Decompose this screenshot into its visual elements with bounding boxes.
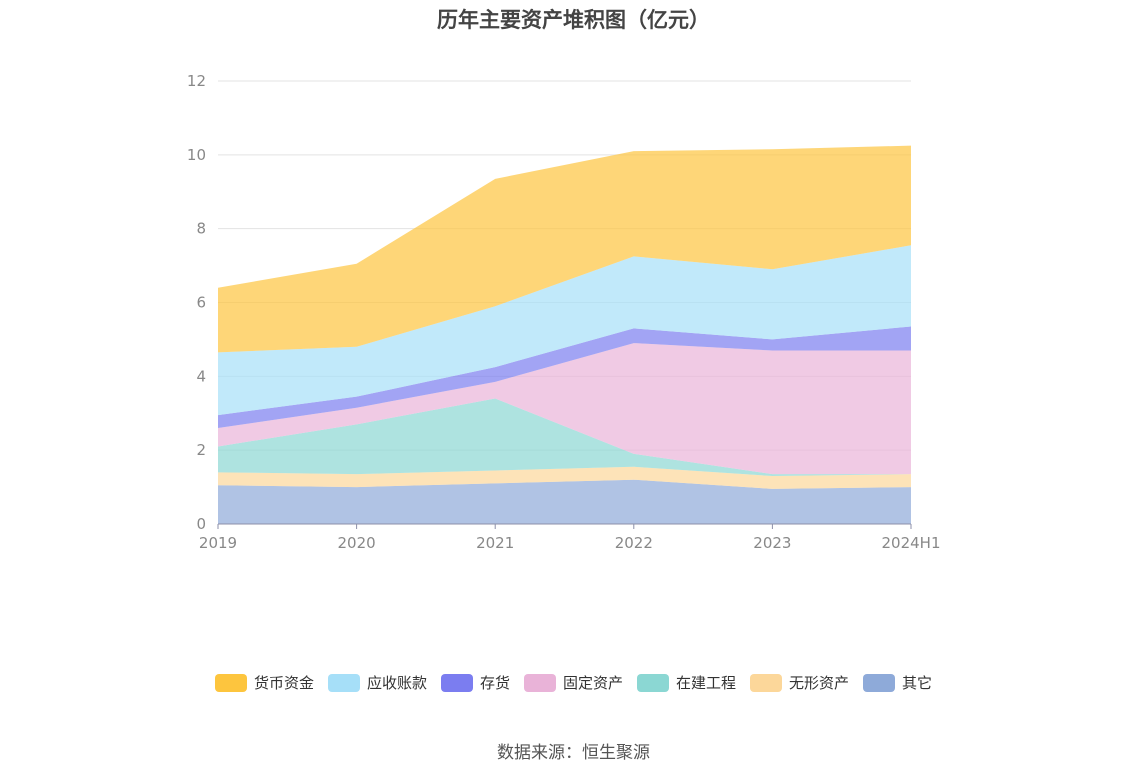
- area-series: [218, 145, 911, 524]
- legend-swatch: [327, 673, 360, 692]
- y-tick-label: 0: [196, 515, 206, 533]
- stacked-area-chart: 0 2 4 6 8 10 12 2019 2020 2021 2022 2023 2024H1: [187, 72, 941, 552]
- chart-title: 历年主要资产堆积图（亿元）: [437, 8, 710, 32]
- y-tick-label: 8: [196, 220, 206, 238]
- legend-swatch: [523, 673, 556, 692]
- y-tick-label: 6: [196, 294, 206, 312]
- legend-item[interactable]: 无形资产: [750, 672, 849, 693]
- legend-swatch: [440, 673, 473, 692]
- y-tick-label: 2: [196, 441, 206, 459]
- data-source-note: 数据来源：恒生聚源: [497, 743, 650, 763]
- legend-swatch: [750, 673, 783, 692]
- x-tick-label: 2020: [338, 534, 376, 552]
- legend-item[interactable]: 应收账款: [327, 672, 427, 693]
- legend-item[interactable]: 其它: [863, 672, 932, 693]
- axes: 0 2 4 6 8 10 12 2019 2020 2021 2022 2023 2024H1: [187, 72, 941, 552]
- x-tick-label: 2021: [476, 534, 514, 552]
- x-tick-label: 2024H1: [882, 534, 941, 552]
- legend-label: 货币资金: [253, 674, 314, 692]
- area-series-1: [218, 466, 911, 489]
- legend-swatch: [863, 673, 896, 692]
- area-series-3: [218, 343, 911, 475]
- legend-label: 固定资产: [562, 674, 623, 692]
- legend-label: 无形资产: [789, 674, 850, 692]
- legend-item[interactable]: 在建工程: [637, 672, 736, 693]
- legend-label: 在建工程: [676, 674, 737, 692]
- legend: 货币资金 应收账款 存货 固定资产 在建工程 无形资产 其它: [0, 672, 1147, 693]
- y-tick-label: 12: [187, 72, 206, 90]
- legend-label: 应收账款: [366, 674, 427, 692]
- x-tick-label: 2022: [615, 534, 653, 552]
- x-tick-label: 2019: [199, 534, 237, 552]
- area-series-2: [218, 398, 911, 477]
- legend-swatch: [637, 673, 669, 692]
- legend-label: 其它: [902, 674, 933, 692]
- legend-swatch: [214, 673, 247, 692]
- legend-item[interactable]: 存货: [440, 672, 510, 693]
- area-series-6: [218, 145, 911, 353]
- area-series-4: [218, 326, 911, 429]
- x-tick-label: 2023: [753, 534, 791, 552]
- area-series-5: [218, 245, 911, 416]
- legend-item[interactable]: 货币资金: [214, 672, 314, 693]
- y-tick-label: 10: [187, 146, 206, 164]
- legend-label: 存货: [479, 674, 510, 692]
- y-tick-label: 4: [196, 367, 206, 385]
- legend-item[interactable]: 固定资产: [523, 672, 623, 693]
- area-series-0: [218, 479, 911, 524]
